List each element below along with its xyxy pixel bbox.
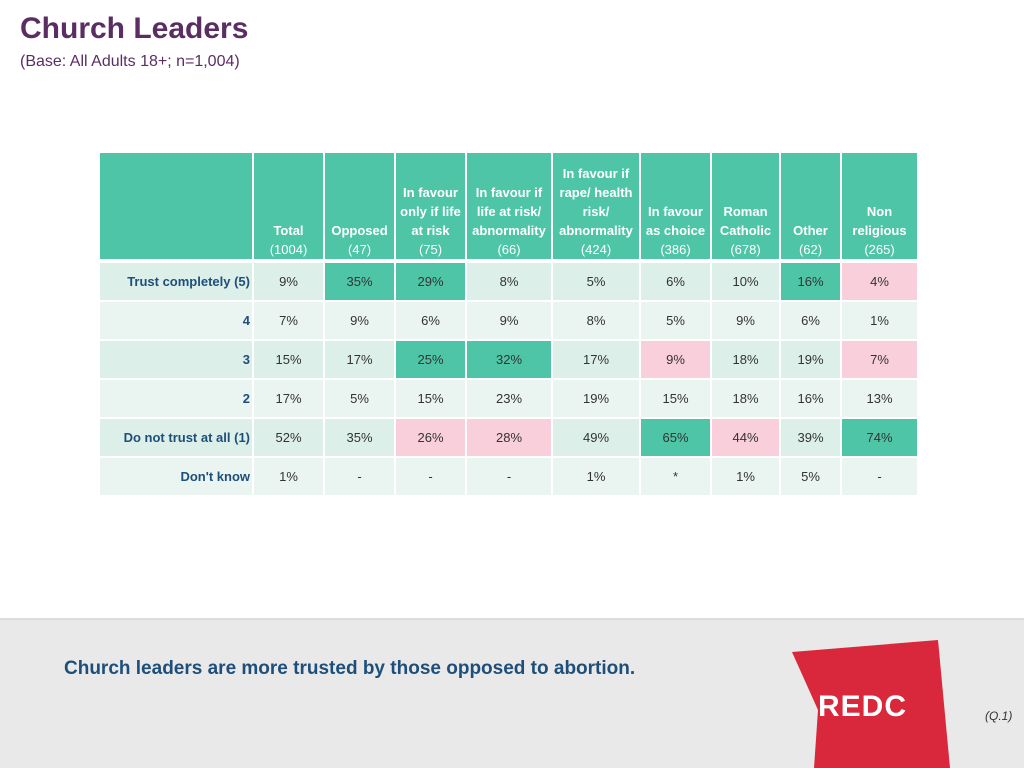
table-cell: 74%	[842, 419, 917, 458]
table-cell: 9%	[467, 302, 551, 341]
table-cell: 5%	[325, 380, 394, 419]
table-cell: 4%	[842, 259, 917, 302]
table-cell: 15%	[641, 380, 710, 419]
footer-divider	[0, 618, 1024, 620]
table-cell: 15%	[254, 341, 323, 380]
table-cell: 29%	[396, 259, 465, 302]
table-cell: 35%	[325, 259, 394, 302]
table-cell: 25%	[396, 341, 465, 380]
table-cell: 9%	[254, 259, 323, 302]
row-label: Do not trust at all (1)	[100, 419, 252, 458]
redc-logo-icon	[792, 640, 950, 768]
table-cell: 15%	[396, 380, 465, 419]
table-cell: 16%	[781, 259, 840, 302]
logo-text: REDC	[818, 690, 908, 723]
table-cell: 32%	[467, 341, 551, 380]
table-cell: 35%	[325, 419, 394, 458]
table-cell: 28%	[467, 419, 551, 458]
row-label: 2	[100, 380, 252, 419]
col-header-opposed: Opposed (47)	[325, 153, 394, 259]
col-header-other: Other (62)	[781, 153, 840, 259]
table-cell: 6%	[641, 259, 710, 302]
table-cell: 17%	[325, 341, 394, 380]
table-cell: 39%	[781, 419, 840, 458]
table-cell: 19%	[781, 341, 840, 380]
row-label: 4	[100, 302, 252, 341]
table-cell: 5%	[641, 302, 710, 341]
col-header-roman-catholic: Roman Catholic (678)	[712, 153, 779, 259]
table-header-row: Total (1004) Opposed (47) In favour only i…	[100, 153, 917, 259]
table-cell: 44%	[712, 419, 779, 458]
table-cell: 16%	[781, 380, 840, 419]
table-cell: 17%	[254, 380, 323, 419]
summary-text: Church leaders are more trusted by those…	[64, 658, 636, 679]
table-row: Do not trust at all (1) 52% 35% 26% 28% …	[100, 419, 917, 458]
table-cell: 1%	[553, 458, 639, 497]
table-cell: 5%	[781, 458, 840, 497]
table-cell: 1%	[842, 302, 917, 341]
page-title: Church Leaders	[20, 12, 249, 45]
table-cell: 10%	[712, 259, 779, 302]
table-cell: 23%	[467, 380, 551, 419]
table-row: Don't know 1% - - - 1% * 1% 5% -	[100, 458, 917, 497]
table-cell: 6%	[396, 302, 465, 341]
table-cell: 52%	[254, 419, 323, 458]
table-row: 2 17% 5% 15% 23% 19% 15% 18% 16% 13%	[100, 380, 917, 419]
table-cell: 1%	[712, 458, 779, 497]
table-cell: 6%	[781, 302, 840, 341]
col-header-total: Total (1004)	[254, 153, 323, 259]
col-header-life-at-risk: In favour only if life at risk (75)	[396, 153, 465, 259]
table-cell: 7%	[842, 341, 917, 380]
row-label: 3	[100, 341, 252, 380]
table-cell: *	[641, 458, 710, 497]
table-cell: 9%	[712, 302, 779, 341]
col-header-choice: In favour as choice (386)	[641, 153, 710, 259]
trust-table: Total (1004) Opposed (47) In favour only i…	[98, 153, 919, 497]
table-cell: 65%	[641, 419, 710, 458]
header-corner	[100, 153, 252, 259]
table-cell: -	[396, 458, 465, 497]
page-subtitle: (Base: All Adults 18+; n=1,004)	[20, 53, 240, 70]
table-row: Trust completely (5) 9% 35% 29% 8% 5% 6%…	[100, 259, 917, 302]
col-header-rape-health: In favour if rape/ health risk/ abnormal…	[553, 153, 639, 259]
table-cell: -	[467, 458, 551, 497]
col-header-life-risk-abnormality: In favour if life at risk/ abnormality (6…	[467, 153, 551, 259]
col-header-non-religious: Non religious (265)	[842, 153, 917, 259]
question-reference: (Q.1)	[985, 709, 1013, 723]
table-cell: 9%	[325, 302, 394, 341]
table-row: 3 15% 17% 25% 32% 17% 9% 18% 19% 7%	[100, 341, 917, 380]
table-cell: 1%	[254, 458, 323, 497]
table-row: 4 7% 9% 6% 9% 8% 5% 9% 6% 1%	[100, 302, 917, 341]
table-cell: 18%	[712, 341, 779, 380]
table-cell: 17%	[553, 341, 639, 380]
table-cell: 13%	[842, 380, 917, 419]
table-cell: -	[325, 458, 394, 497]
row-label: Trust completely (5)	[100, 259, 252, 302]
table-cell: -	[842, 458, 917, 497]
table-cell: 9%	[641, 341, 710, 380]
table-cell: 8%	[467, 259, 551, 302]
table-cell: 8%	[553, 302, 639, 341]
table-cell: 5%	[553, 259, 639, 302]
table-cell: 19%	[553, 380, 639, 419]
row-label: Don't know	[100, 458, 252, 497]
table-cell: 18%	[712, 380, 779, 419]
table-cell: 26%	[396, 419, 465, 458]
table-cell: 49%	[553, 419, 639, 458]
table-cell: 7%	[254, 302, 323, 341]
